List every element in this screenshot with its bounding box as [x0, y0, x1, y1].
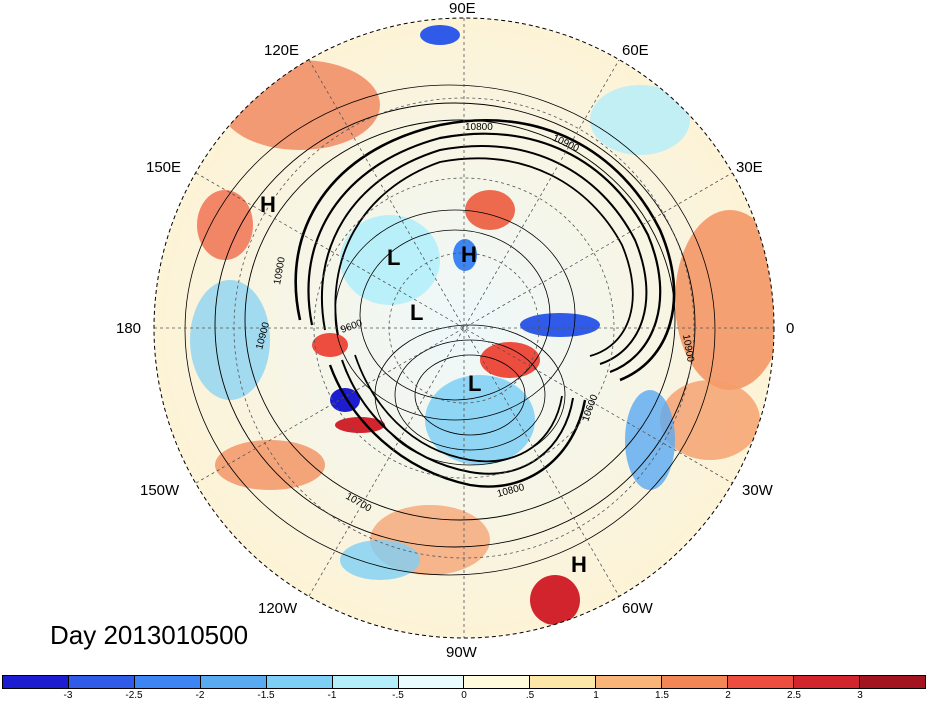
colorbar-swatch	[134, 676, 201, 688]
lon-label-90e: 90E	[449, 0, 476, 17]
colorbar-tick-label: 3	[857, 690, 863, 701]
lon-label-150e: 150E	[146, 159, 181, 176]
lon-label-150w: 150W	[140, 482, 180, 499]
colorbar-tick-label: -3	[63, 690, 73, 701]
height-contours	[184, 84, 716, 576]
colorbar-swatch	[530, 676, 597, 688]
high-pressure-marker: H	[260, 192, 276, 217]
colorbar-swatch	[728, 676, 795, 688]
lon-label-0: 0	[786, 320, 794, 337]
colorbar-tick-label: 0	[461, 690, 467, 701]
colorbar-swatch	[794, 676, 860, 688]
colorbar-swatch	[662, 676, 729, 688]
colorbar-tick-label: 1.5	[655, 690, 669, 701]
lon-label-90w: 90W	[446, 644, 478, 661]
low-pressure-marker: L	[468, 371, 481, 396]
lon-label-60e: 60E	[622, 42, 649, 59]
colorbar-tick-label: 2	[725, 690, 731, 701]
colorbar-swatch	[464, 676, 531, 688]
colorbar-tick-label: .5	[525, 690, 535, 701]
high-pressure-marker: H	[571, 552, 587, 577]
colorbar-tick-label: -1	[327, 690, 337, 701]
colorbar-swatch	[200, 676, 267, 688]
lon-label-30e: 30E	[736, 159, 763, 176]
lon-label-120w: 120W	[258, 600, 298, 617]
colorbar-swatch	[398, 676, 465, 688]
colorbar-swatch	[68, 676, 135, 688]
colorbar-swatch	[596, 676, 663, 688]
colorbar-swatch	[266, 676, 333, 688]
lon-label-120e: 120E	[264, 42, 299, 59]
colorbar-swatch	[859, 676, 925, 688]
low-pressure-marker: L	[410, 300, 423, 325]
colorbar-ticks: -3 -2.5 -2 -1.5 -1 -.5 0 .5 1 1.5 2 2.5 3	[2, 690, 926, 702]
colorbar-tick-label: -.5	[392, 690, 404, 701]
low-pressure-marker: L	[387, 245, 400, 270]
contour-label: 10900	[680, 334, 696, 364]
colorbar-swatch	[3, 676, 69, 688]
lon-label-180: 180	[116, 320, 141, 337]
lon-label-60w: 60W	[622, 600, 654, 617]
colorbar-tick-label: -2.5	[125, 690, 143, 701]
map-boundary	[153, 17, 775, 639]
colorbar-tick-label: -1.5	[257, 690, 275, 701]
colorbar-swatch	[332, 676, 399, 688]
high-pressure-marker: H	[461, 242, 477, 267]
polar-map: 0 30E 60E 90E 120E 150E 180 150W 120W 90…	[116, 0, 794, 661]
date-label: Day 2013010500	[50, 620, 249, 650]
contour-label: 10900	[272, 256, 288, 286]
colorbar-tick-label: 1	[593, 690, 599, 701]
lon-label-30w: 30W	[742, 482, 774, 499]
graticule	[154, 18, 774, 638]
colorbar-tick-label: -2	[195, 690, 205, 701]
contour-label: 10800	[465, 122, 493, 133]
colorbar-tick-label: 2.5	[787, 690, 801, 701]
colorbar	[2, 675, 926, 689]
